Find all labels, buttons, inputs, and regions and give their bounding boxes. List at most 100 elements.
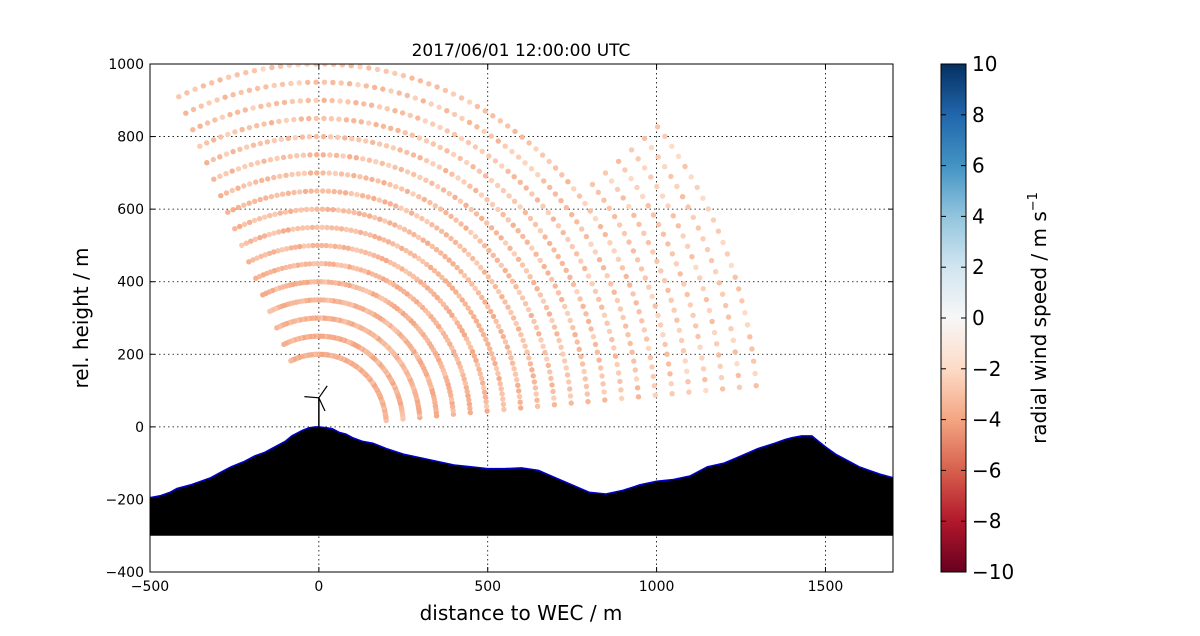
scatter-point [497,118,503,124]
scatter-point [313,133,320,140]
scatter-point [626,203,632,210]
scatter-point [337,98,343,104]
scatter-point [688,174,694,180]
scatter-point [197,123,203,129]
scatter-point [398,166,404,173]
scatter-point [480,332,487,338]
scatter-point [310,261,317,267]
scatter-point [617,378,623,385]
scatter-point [518,405,524,411]
scatter-point [333,152,340,159]
scatter-point [461,247,467,253]
scatter-point [388,88,394,94]
scatter-point [702,376,708,383]
scatter-point [403,207,410,214]
scatter-point [353,228,359,234]
scatter-point [184,90,190,96]
scatter-point [271,230,277,236]
scatter-point [516,393,523,400]
scatter-point [367,232,373,238]
scatter-point [429,243,435,250]
scatter-point [470,255,476,262]
scatter-point [594,349,601,355]
scatter-point [443,167,449,174]
scatter-point [665,203,671,209]
scatter-point [582,200,588,207]
scatter-point [416,135,423,141]
scatter-point [585,318,592,325]
scatter-point [612,353,619,359]
wind-turbine [304,385,328,427]
scatter-point [606,328,613,335]
scatter-point [512,371,519,377]
scatter-point [565,236,571,243]
scatter-point [695,225,701,231]
scatter-point [606,205,612,211]
scatter-point [665,241,671,247]
scatter-point [560,229,566,236]
scatter-point [650,249,656,255]
colorbar-tick-label: 8 [972,103,985,127]
colorbar-tick-label: −4 [972,408,1001,432]
scatter-point [271,249,277,255]
scatter-point [313,115,320,122]
scatter-point [406,271,413,277]
scatter-point [327,152,333,158]
scatter-point [583,233,590,240]
scatter-point [498,386,504,392]
scatter-point [484,220,490,226]
scatter-point [326,261,333,267]
scatter-point [330,79,336,86]
scatter-point [365,194,371,200]
scatter-point [462,301,468,307]
scatter-point [552,165,559,171]
scatter-point [531,318,537,325]
scatter-point [482,108,488,114]
scatter-point [488,308,494,315]
scatter-point [540,343,546,349]
y-tick-label: −200 [106,492,144,508]
scatter-point [450,151,457,158]
scatter-point [298,207,304,213]
scatter-point [501,406,507,413]
scatter-point [568,400,574,406]
scatter-point [295,171,301,177]
scatter-point [547,184,553,191]
scatter-point [461,272,468,279]
scatter-point [567,274,573,280]
scatter-point [592,341,599,348]
scatter-point [537,292,544,298]
scatter-point [211,137,217,143]
scatter-point [288,80,294,87]
scatter-point [345,172,351,178]
scatter-point [710,217,717,223]
scatter-point [520,233,526,240]
scatter-point [502,299,508,305]
scatter-point [483,398,489,405]
scatter-point [641,230,647,236]
scatter-point [529,367,535,373]
scatter-point [649,293,655,300]
y-tick-label: 800 [117,130,144,146]
scatter-point [482,173,489,179]
scatter-point [499,391,505,397]
scatter-point [254,255,260,261]
scatter-point [484,197,490,203]
scatter-point [559,172,565,178]
scatter-point [753,383,759,389]
scatter-point [532,221,539,228]
scatter-point [673,261,680,267]
scatter-point [583,383,590,390]
scatter-point [291,116,297,123]
scatter-point [554,331,560,337]
scatter-point [498,235,504,241]
scatter-point [321,79,328,85]
scatter-point [246,200,252,206]
scatter-point [190,127,196,133]
scatter-point [428,264,434,271]
scatter-point [711,329,718,336]
scatter-point [563,204,570,211]
scatter-point [750,358,757,364]
scatter-point [237,223,243,230]
scatter-point [267,308,273,314]
